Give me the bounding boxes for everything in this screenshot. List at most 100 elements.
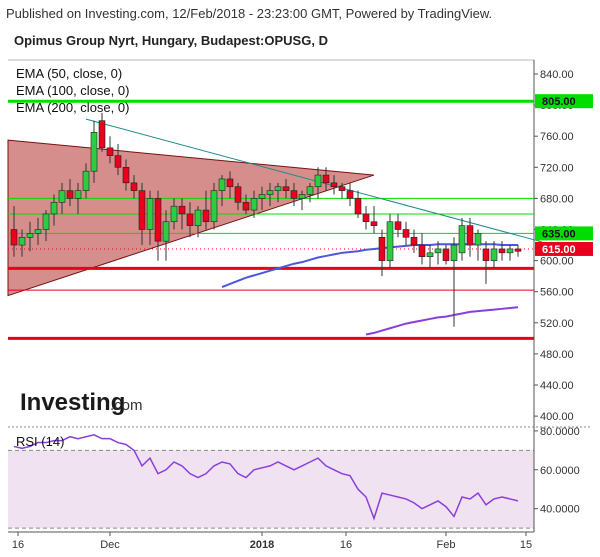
- price-tick-label: 600.00: [540, 256, 574, 268]
- price-tag-label: 805.00: [542, 96, 576, 108]
- candle: [162, 210, 170, 261]
- candle-body: [42, 213, 50, 230]
- candle: [354, 190, 362, 218]
- time-tick-label: Dec: [100, 539, 120, 551]
- rsi-tick-label: 60.0000: [540, 465, 580, 477]
- candle-body: [362, 213, 370, 223]
- price-tag-label: 635.00: [542, 228, 576, 240]
- candle-body: [322, 174, 330, 184]
- candle-body: [298, 194, 306, 199]
- candle: [474, 229, 482, 261]
- candle-body: [346, 190, 354, 199]
- candle-body: [146, 198, 154, 230]
- candle-body: [26, 233, 34, 238]
- candle: [466, 217, 474, 257]
- candle: [210, 182, 218, 230]
- rsi-line: [13, 433, 519, 521]
- candle: [258, 186, 266, 211]
- price-tick-label: 720.00: [540, 162, 574, 174]
- time-tick-label: Feb: [437, 539, 456, 551]
- candle-body: [82, 170, 90, 191]
- candle: [138, 182, 146, 246]
- price-tag: 805.00: [535, 94, 593, 109]
- candle: [114, 143, 122, 176]
- candle: [122, 159, 130, 191]
- candle-body: [170, 205, 178, 223]
- candle-body: [394, 221, 402, 230]
- candle: [274, 182, 282, 203]
- published-line: Published on Investing.com, 12/Feb/2018 …: [6, 6, 493, 21]
- candle: [418, 233, 426, 265]
- candle-body: [202, 209, 210, 223]
- candle-body: [482, 248, 490, 261]
- candle-body: [130, 182, 138, 191]
- candle: [82, 163, 90, 199]
- candle: [394, 213, 402, 238]
- candle: [10, 206, 18, 257]
- rsi-tick-label: 40.0000: [540, 504, 580, 516]
- candle-body: [498, 248, 506, 254]
- candle: [242, 194, 250, 214]
- logo-brand: Investing: [20, 389, 125, 416]
- price-tick-label: 760.00: [540, 131, 574, 143]
- legend-ema200: EMA (200, close, 0): [16, 100, 129, 115]
- candle-body: [178, 205, 186, 215]
- candle-body: [282, 186, 290, 191]
- candle-body: [418, 244, 426, 258]
- candle-body: [474, 233, 482, 246]
- candle: [514, 245, 522, 257]
- candle: [66, 178, 74, 207]
- candle-body: [234, 186, 242, 203]
- candle-body: [306, 186, 314, 195]
- price-tag-label: 615.00: [542, 244, 576, 256]
- candle: [506, 245, 514, 261]
- candles-layer: [10, 112, 522, 327]
- candle: [250, 190, 258, 218]
- candle: [266, 182, 274, 207]
- candle-body: [66, 190, 74, 199]
- candle: [402, 221, 410, 246]
- candle-body: [274, 186, 282, 191]
- price-tick-label: 560.00: [540, 287, 574, 299]
- candle: [298, 190, 306, 211]
- candle-body: [266, 190, 274, 195]
- candle: [330, 175, 338, 195]
- candle: [234, 182, 242, 211]
- candle: [458, 217, 466, 261]
- candle: [426, 245, 434, 269]
- candle: [98, 112, 106, 152]
- candle: [378, 229, 386, 277]
- time-tick-label: 16: [340, 539, 352, 551]
- candle: [434, 241, 442, 265]
- candle: [90, 120, 98, 183]
- candle: [106, 136, 114, 164]
- candle: [146, 190, 154, 246]
- candle: [314, 167, 322, 199]
- price-tag-bg: [535, 226, 593, 241]
- axis-layer: 840.00800.00760.00720.00680.00640.00600.…: [12, 69, 593, 551]
- time-tick-label: 16: [12, 539, 24, 551]
- candle-body: [114, 155, 122, 168]
- rsi-band: [8, 450, 534, 529]
- candle-body: [506, 248, 514, 254]
- candle-body: [514, 248, 522, 252]
- candle-body: [10, 229, 18, 246]
- price-tag: 615.00: [535, 241, 593, 256]
- price-tick-label: 440.00: [540, 380, 574, 392]
- candle: [26, 221, 34, 252]
- ema50-line: [221, 243, 518, 288]
- candle-body: [218, 178, 226, 191]
- ema200-line: [365, 306, 519, 336]
- price-tick-label: 840.00: [540, 69, 574, 81]
- candle-body: [74, 190, 82, 199]
- candle: [42, 210, 50, 242]
- candle: [194, 206, 202, 238]
- candle: [370, 206, 378, 234]
- candle: [218, 175, 226, 207]
- time-tick-label: 15: [520, 539, 532, 551]
- candle-body: [90, 132, 98, 172]
- candle-body: [410, 236, 418, 246]
- candle: [58, 182, 66, 214]
- candle: [410, 229, 418, 253]
- candle-body: [154, 198, 162, 242]
